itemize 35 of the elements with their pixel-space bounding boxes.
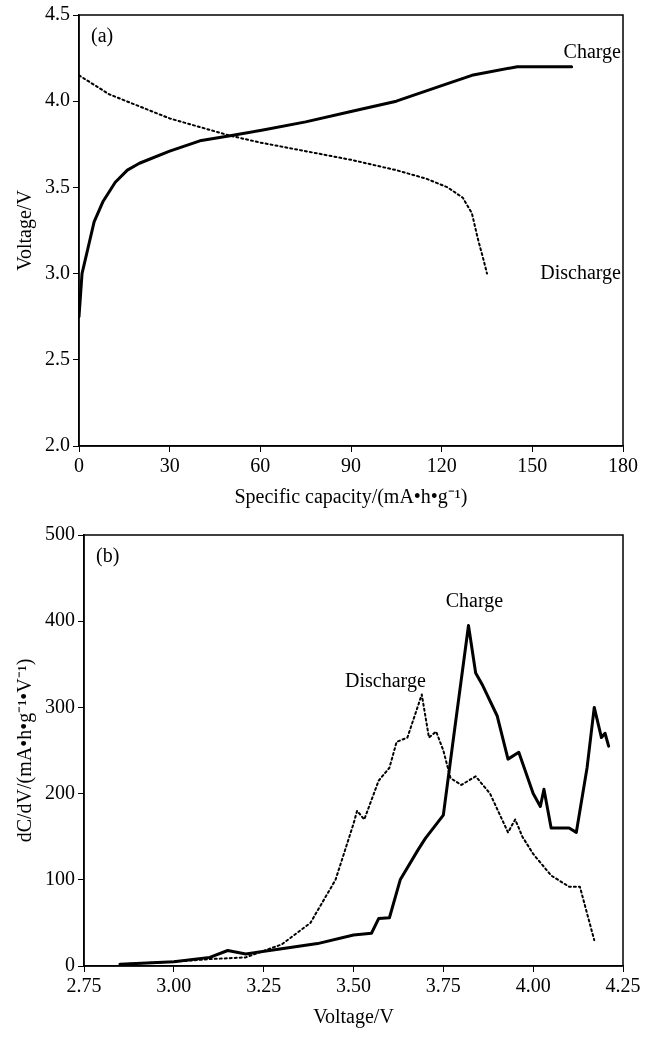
x-tick-label: 3.50 [336, 974, 371, 997]
text: Discharge [540, 260, 622, 284]
x-tick-label: 150 [517, 454, 548, 477]
y-tick-label: 500 [45, 522, 75, 545]
series-label: Discharge [345, 668, 426, 692]
x-tick-label: 3.00 [156, 974, 192, 997]
y-tick-label: 400 [45, 608, 75, 631]
y-axis-title: dC/dV/(mA•h•g⁻¹•V⁻¹) [13, 658, 37, 843]
x-tick-label: 120 [426, 454, 457, 477]
y-tick-label: 4.5 [45, 2, 70, 25]
x-tick-label: 180 [608, 454, 638, 477]
y-tick-label: 300 [45, 694, 75, 717]
y-tick-label: 4.0 [45, 88, 70, 111]
series-label: Charge [445, 588, 504, 612]
x-tick-label: 3.25 [246, 974, 282, 997]
y-axis-title: Voltage/V [13, 189, 37, 271]
y-tick-label: 3.5 [45, 174, 70, 197]
y-tick-label: 0 [65, 953, 75, 976]
x-tick-label: 3.75 [425, 974, 461, 997]
y-tick-label: 200 [45, 780, 75, 803]
y-tick-label: 2.0 [45, 433, 70, 456]
y-tick-label: 3.0 [45, 260, 70, 283]
x-tick-label: 2.75 [66, 974, 102, 997]
series-label: Charge [563, 39, 622, 63]
x-axis-title: Voltage/V [313, 1005, 395, 1029]
x-tick-label: 4.00 [515, 974, 551, 997]
x-tick-label: 60 [250, 454, 271, 477]
annotation: (b) [96, 544, 120, 568]
x-axis-title: Specific capacity/(mA•h•g⁻¹) [234, 485, 468, 509]
x-tick-label: 30 [159, 454, 180, 477]
x-tick-label: 90 [341, 454, 361, 477]
x-tick-label: 4.25 [605, 974, 641, 997]
y-tick-label: 100 [45, 867, 75, 890]
annotation: (a) [91, 24, 114, 48]
y-tick-label: 2.5 [45, 347, 70, 370]
